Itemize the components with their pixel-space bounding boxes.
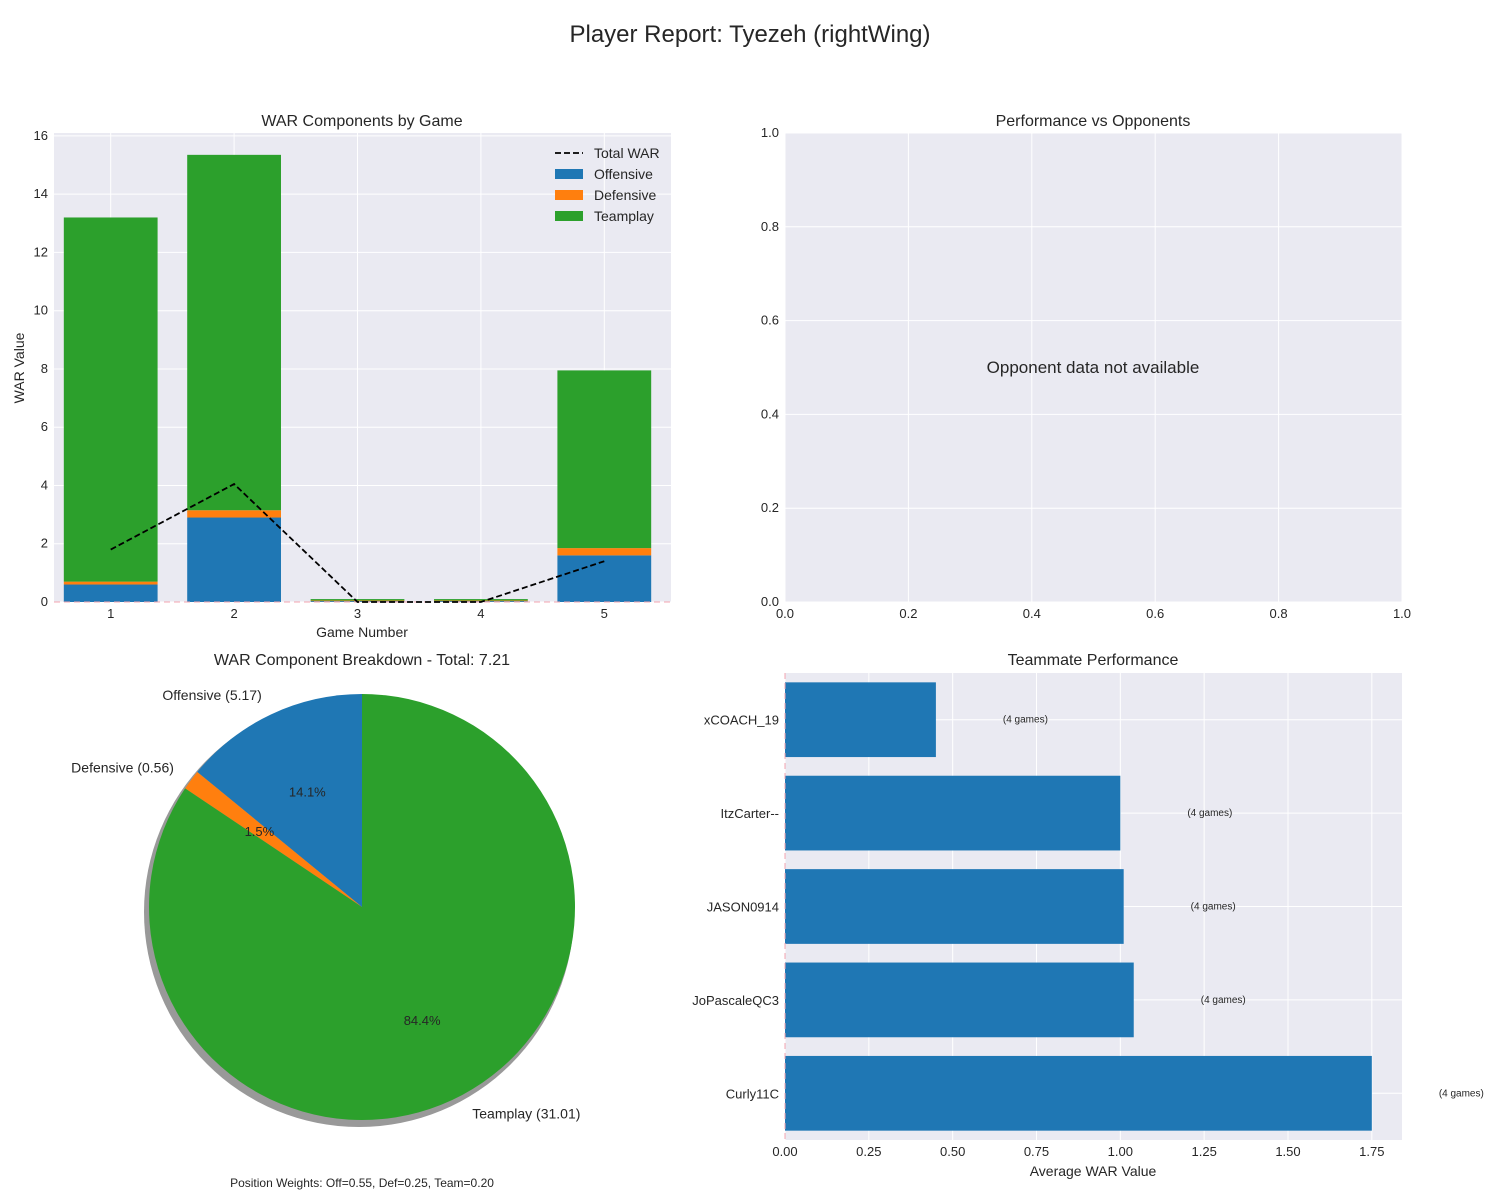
opponents-xtick: 1.0 [1393,606,1411,621]
teammate-xtick: 1.00 [1108,1144,1133,1159]
war-components-ytick: 16 [34,128,48,143]
legend-teamplay-label: Teamplay [594,208,654,224]
war-breakdown-pie: WAR Component Breakdown - Total: 7.21 14… [71,652,580,1127]
opponents-chart: 0.0 0.2 0.4 0.6 0.8 1.0 0.0 0.2 0.4 0.6 0.8 1.0 Per… [761,113,1411,621]
offensive-bar [63,584,158,602]
teammate-name-label: JASON0914 [707,900,779,915]
teammate-name-label: ItzCarter-- [721,806,780,821]
teammate-xtick: 0.75 [1024,1144,1049,1159]
war-components-ytick: 2 [41,536,48,551]
war-components-ylabel: WAR Value [11,332,27,403]
teammate-xtick: 0.25 [856,1144,881,1159]
teammate-games-annotation: (4 games) [1187,808,1232,819]
opponents-xtick: 0.0 [776,606,794,621]
position-weights-footnote: Position Weights: Off=0.55, Def=0.25, Te… [230,1176,494,1190]
teamplay-bar [310,599,405,601]
legend-defensive-label: Defensive [594,187,656,203]
war-components-xtick: 3 [354,606,361,621]
legend-total-war-label: Total WAR [594,145,660,161]
war-components-ytick: 0 [41,594,48,609]
war-components-xtick: 1 [107,606,114,621]
opponents-title: Performance vs Opponents [996,113,1191,130]
teammate-title: Teammate Performance [1008,652,1179,669]
teamplay-bar [557,370,652,549]
offensive-bar [187,517,281,602]
defensive-bar [187,510,281,518]
opponents-xtick: 0.4 [1023,606,1041,621]
teamplay-slice [149,694,576,1120]
opponents-ytick: 0.4 [761,406,779,421]
war-components-ytick: 8 [41,361,48,376]
war-components-xlabel: Game Number [316,624,408,640]
defensive-percent-label: 1.5% [245,824,275,839]
teammate-xtick: 1.25 [1192,1144,1217,1159]
opponents-plot-area [785,133,1402,602]
offensive-slice [197,694,362,907]
teammate-name-label: JoPascaleQC3 [692,993,779,1008]
teamplay-bar [434,599,528,601]
teammate-games-annotation: (4 games) [1191,902,1236,913]
offensive-outer-label: Offensive (5.17) [162,687,261,703]
legend-offensive-swatch [555,169,583,179]
opponents-xtick: 0.6 [1146,606,1164,621]
legend-teamplay-swatch [555,211,583,221]
teammate-games-annotation: (4 games) [1439,1088,1484,1099]
war-components-ytick: 4 [41,477,48,492]
defensive-bar [434,600,528,602]
war-components-legend: Total WAR Offensive Defensive Teamplay [555,145,660,224]
opponents-xtick: 0.2 [899,606,917,621]
teamplay-outer-label: Teamplay (31.01) [472,1106,580,1122]
opponents-xtick: 0.8 [1270,606,1288,621]
legend-offensive-label: Offensive [594,166,653,182]
opponents-ytick: 0.0 [761,594,779,609]
teamplay-bar [63,217,158,582]
opponents-message: Opponent data not available [987,358,1200,377]
war-components-xtick: 2 [230,606,237,621]
teammate-xlabel: Average WAR Value [1030,1163,1157,1179]
teamplay-percent-label: 84.4% [404,1013,441,1028]
teammate-bar [785,682,936,758]
war-components-ytick: 12 [34,244,48,259]
opponents-ytick: 0.2 [761,500,779,515]
teammate-xtick: 0.00 [772,1144,797,1159]
war-components-xtick: 5 [601,606,608,621]
war-components-ytick: 6 [41,419,48,434]
teammate-xtick: 1.50 [1275,1144,1300,1159]
total-war-line [110,482,605,603]
war-components-xtick: 4 [477,606,484,621]
opponents-ytick: 0.8 [761,219,779,234]
opponents-ytick: 1.0 [761,125,779,140]
teammate-name-label: xCOACH_19 [704,713,779,728]
legend-defensive-swatch [555,190,583,200]
teammate-bar [785,775,1121,851]
teamplay-bar [187,154,281,511]
teammate-chart: 0.00 0.25 0.50 0.75 1.00 1.25 1.50 1.75 xCOACH_1… [692,652,1484,1179]
defensive-slice [185,771,362,907]
teammate-xtick: 0.50 [940,1144,965,1159]
war-components-title: WAR Components by Game [261,113,462,130]
teammate-xtick: 1.75 [1359,1144,1384,1159]
defensive-bar [557,548,652,556]
war-components-ytick: 14 [34,186,48,201]
teammate-bar [785,1055,1372,1131]
teammate-bar [785,869,1124,944]
offensive-percent-label: 14.1% [289,784,326,799]
teammate-bar [785,962,1134,1038]
teammate-games-annotation: (4 games) [1201,995,1246,1006]
figure-title: Player Report: Tyezeh (rightWing) [569,21,930,48]
teammate-name-label: Curly11C [726,1086,779,1101]
war-breakdown-title: WAR Component Breakdown - Total: 7.21 [214,652,510,669]
defensive-bar [63,581,158,585]
defensive-outer-label: Defensive (0.56) [71,759,174,775]
opponents-ytick: 0.6 [761,313,779,328]
offensive-bar [557,555,652,602]
teammate-games-annotation: (4 games) [1003,715,1048,726]
war-components-ytick: 10 [34,303,48,318]
